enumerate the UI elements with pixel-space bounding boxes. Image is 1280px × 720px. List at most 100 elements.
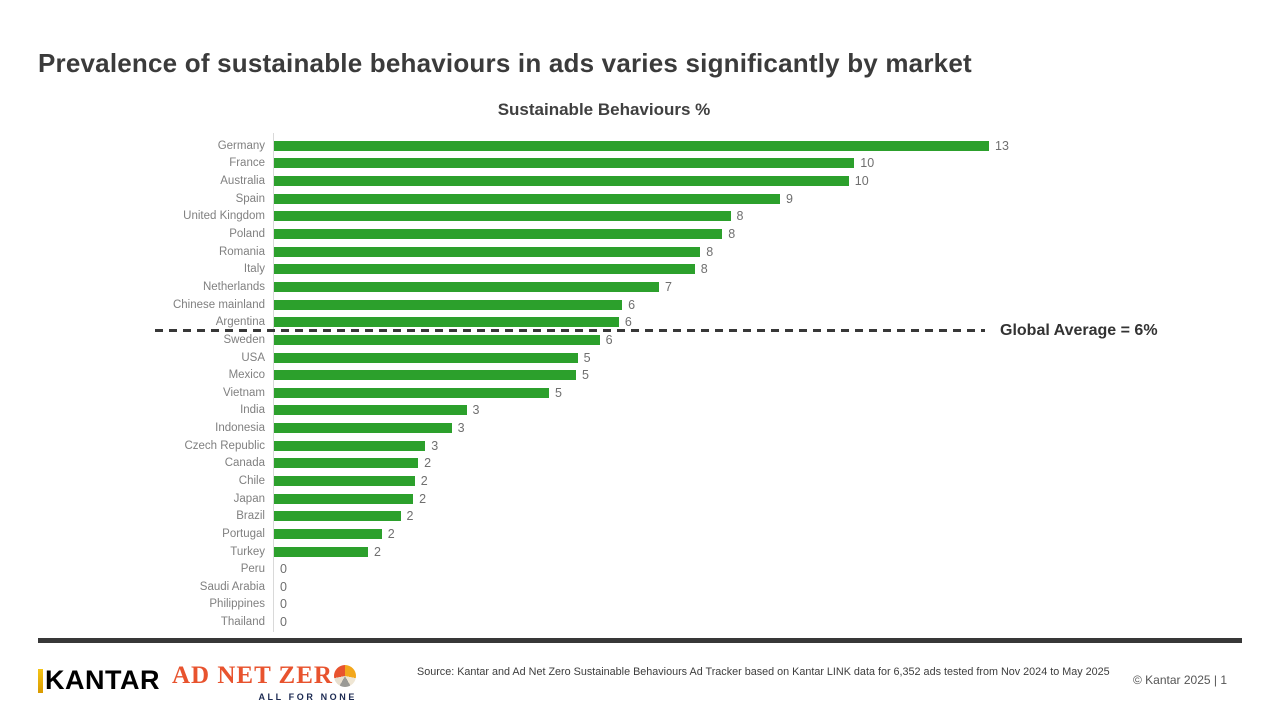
category-label: Turkey — [230, 545, 265, 558]
bar-zone: 6 — [274, 298, 635, 312]
bar — [274, 264, 695, 275]
bar-row: Portugal 2 — [0, 525, 1280, 543]
bar-zone: 2 — [274, 492, 426, 506]
bar — [274, 193, 780, 204]
global-average-label: Global Average = 6% — [1000, 322, 1158, 339]
chart-title: Sustainable Behaviours % — [497, 100, 711, 119]
bar — [274, 475, 415, 486]
value-label: 2 — [424, 456, 432, 471]
bar — [274, 458, 419, 469]
category-label: Romania — [218, 245, 265, 258]
bar-row: India 3 — [0, 402, 1280, 420]
bar-zone: 2 — [274, 509, 413, 523]
bar-row: Australia 10 — [0, 172, 1280, 190]
value-label: 10 — [860, 156, 875, 171]
bar-zone: 10 — [274, 156, 874, 170]
category-label: Italy — [243, 263, 265, 276]
bar-row: Netherlands 7 — [0, 278, 1280, 296]
value-label: 13 — [995, 138, 1009, 153]
ad-net-zero-logo-text: AD NET ZER — [172, 662, 333, 689]
bar-zone: 2 — [274, 527, 395, 541]
bar-row: Indonesia 3 — [0, 419, 1280, 437]
page-title: Prevalence of sustainable behaviours in … — [38, 48, 972, 78]
category-label: USA — [241, 351, 265, 364]
category-label: India — [240, 404, 265, 417]
category-label: Mexico — [228, 369, 265, 382]
bar-zone: 2 — [274, 474, 428, 488]
value-label: 6 — [628, 297, 636, 312]
bar-zone: 8 — [274, 227, 735, 241]
bar-zone: 0 — [274, 597, 287, 611]
value-label: 3 — [431, 438, 439, 453]
ad-net-zero-logo: AD NET ZER ALL FOR NONE — [172, 662, 357, 702]
category-label: Czech Republic — [184, 439, 265, 452]
bar — [274, 140, 989, 151]
bar — [274, 440, 426, 451]
bar — [274, 176, 849, 187]
category-label: Chinese mainland — [172, 298, 265, 311]
value-label: 6 — [605, 332, 613, 347]
bar-row: Mexico 5 — [0, 366, 1280, 384]
bar-row: Romania 8 — [0, 243, 1280, 261]
bar-zone: 3 — [274, 439, 438, 453]
bar-zone: 9 — [274, 192, 793, 206]
bar-row: Peru 0 — [0, 560, 1280, 578]
bar-zone: 3 — [274, 421, 465, 435]
category-label: Canada — [224, 457, 265, 470]
bar-row: Philippines 0 — [0, 596, 1280, 614]
y-axis-line — [273, 133, 274, 632]
value-label: 3 — [457, 421, 465, 436]
category-label: Indonesia — [215, 422, 265, 435]
bar-row: Poland 8 — [0, 225, 1280, 243]
kantar-logo-text: KANTAR — [45, 665, 160, 695]
value-label: 8 — [706, 244, 714, 259]
value-label: 9 — [786, 191, 793, 206]
bar-rows: Germany 13 France 10 Australia 10 Spain 9 United… — [0, 137, 1280, 631]
category-label: Philippines — [209, 598, 265, 611]
global-average-line — [155, 329, 985, 332]
bar-row: Argentina 6 — [0, 313, 1280, 331]
bar-zone: 0 — [274, 615, 287, 629]
bar-zone: 2 — [274, 456, 431, 470]
bar — [274, 229, 723, 240]
value-label: 2 — [387, 526, 395, 541]
bar-row: Italy 8 — [0, 260, 1280, 278]
bar-zone: 8 — [274, 245, 713, 259]
value-label: 2 — [374, 544, 381, 559]
bar-zone: 5 — [274, 351, 591, 365]
ad-net-zero-globe-icon — [333, 665, 356, 687]
footer-divider — [38, 638, 1242, 643]
source-note: Source: Kantar and Ad Net Zero Sustainab… — [417, 666, 1110, 678]
bar-zone: 0 — [274, 580, 287, 594]
bar — [274, 352, 578, 363]
value-label: 2 — [406, 509, 414, 524]
bar-zone: 8 — [274, 262, 708, 276]
bar — [274, 528, 382, 539]
value-label: 10 — [854, 174, 869, 189]
category-label: Australia — [220, 175, 265, 188]
value-label: 8 — [700, 262, 708, 277]
bar-row: Vietnam 5 — [0, 384, 1280, 402]
bar-row: Japan 2 — [0, 490, 1280, 508]
bar — [274, 387, 549, 398]
value-label: 8 — [728, 227, 736, 242]
value-label: 6 — [624, 315, 632, 330]
bar-row: United Kingdom 8 — [0, 208, 1280, 226]
bar — [274, 511, 401, 522]
bar-row: Thailand 0 — [0, 613, 1280, 631]
category-label: United Kingdom — [183, 210, 265, 223]
bar — [274, 317, 619, 328]
bar-zone: 13 — [274, 139, 1009, 153]
category-label: Vietnam — [223, 386, 265, 399]
value-label: 0 — [280, 615, 287, 630]
bar-row: Spain 9 — [0, 190, 1280, 208]
kantar-accent-icon — [38, 668, 43, 693]
category-label: Poland — [229, 228, 265, 241]
bar-row: Saudi Arabia 0 — [0, 578, 1280, 596]
bar-zone: 10 — [274, 174, 869, 188]
value-label: 5 — [583, 350, 591, 365]
category-label: Peru — [240, 563, 265, 576]
bar — [274, 158, 855, 169]
bar — [274, 211, 731, 222]
bar-zone: 6 — [274, 315, 632, 329]
